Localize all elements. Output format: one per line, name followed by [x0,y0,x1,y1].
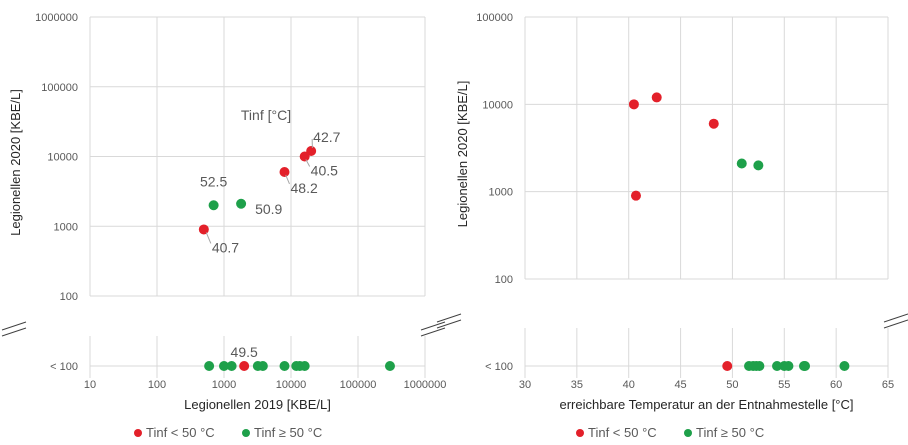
legend-marker-ge50 [684,429,692,437]
data-point [772,361,783,371]
y-tick-label: 100 [60,291,78,303]
data-label: 48.2 [291,180,318,196]
data-point [226,361,237,371]
data-point [651,92,662,103]
y-tick-label: 10000 [47,152,78,164]
x-axis-title: Legionellen 2019 [KBE/L] [184,397,331,412]
axis-break-mark [420,327,446,337]
data-point [628,99,639,110]
y-tick-label: 10000 [482,99,513,111]
x-axis-title: erreichbare Temperatur an der Entnahmest… [560,397,854,412]
y-below-label: < 100 [50,361,78,373]
y-tick-label: 1000 [54,221,78,233]
legend-label-ge50: Tinf ≥ 50 °C [696,425,764,440]
y-tick-label: 1000000 [35,12,78,24]
data-label: 49.5 [231,344,258,360]
data-point [239,361,250,371]
axis-break-mark [883,319,908,329]
x-tick-label: 40 [623,379,635,391]
legend-marker-lt50 [576,429,584,437]
data-point [708,118,719,129]
x-tick-label: 10000 [276,379,307,391]
x-tick-label: 55 [778,379,790,391]
data-label: 50.9 [255,201,282,217]
data-point [198,224,209,235]
x-tick-label: 1000 [212,379,236,391]
x-tick-label: 100000 [340,379,377,391]
axis-break-mark [436,313,462,323]
data-point [204,361,215,371]
axis-break-mark [883,313,908,323]
legend-label-ge50: Tinf ≥ 50 °C [254,425,322,440]
data-point [306,145,317,156]
data-point [783,361,794,371]
y-below-label: < 100 [485,361,513,373]
legend-label-lt50: Tinf < 50 °C [588,425,657,440]
annotation-title: Tinf [°C] [241,107,291,123]
data-label: 52.5 [200,173,227,189]
data-point [753,160,764,171]
x-tick-label: 1000000 [404,379,447,391]
data-point [839,361,850,371]
x-tick-label: 10 [84,379,96,391]
data-label-leader [205,232,212,244]
data-point [736,158,747,169]
data-label-leader [305,159,311,167]
data-point [299,361,310,371]
data-label: 42.7 [313,129,340,145]
axis-break-mark [436,319,462,329]
axis-break-mark [1,327,27,337]
y-axis-title: Legionellen 2020 [KBE/L] [455,81,470,228]
data-point [722,361,733,371]
data-point [219,361,229,371]
data-label: 40.7 [212,239,239,255]
data-point [754,361,765,371]
data-point [630,190,641,201]
y-tick-label: 100 [495,274,513,286]
x-tick-label: 35 [571,379,583,391]
data-point [208,200,219,211]
x-tick-label: 45 [674,379,686,391]
x-tick-label: 65 [882,379,894,391]
y-tick-label: 1000 [489,187,513,199]
data-point [279,361,290,371]
data-point [384,361,395,371]
legend-marker-lt50 [134,429,142,437]
x-tick-label: 50 [726,379,738,391]
data-label-leader [285,174,290,185]
x-tick-label: 60 [830,379,842,391]
data-point [800,361,811,371]
x-tick-label: 30 [519,379,531,391]
data-point [236,198,247,209]
data-point [279,166,290,177]
y-tick-label: 100000 [476,12,513,24]
legend-marker-ge50 [242,429,250,437]
y-tick-label: 100000 [41,82,78,94]
data-label: 40.5 [311,163,338,179]
axis-break-mark [420,321,446,331]
legend-label-lt50: Tinf < 50 °C [146,425,215,440]
x-tick-label: 100 [148,379,166,391]
axis-break-mark [1,321,27,331]
data-point [299,151,310,162]
y-axis-title: Legionellen 2020 [KBE/L] [8,89,23,236]
data-point [257,361,268,371]
